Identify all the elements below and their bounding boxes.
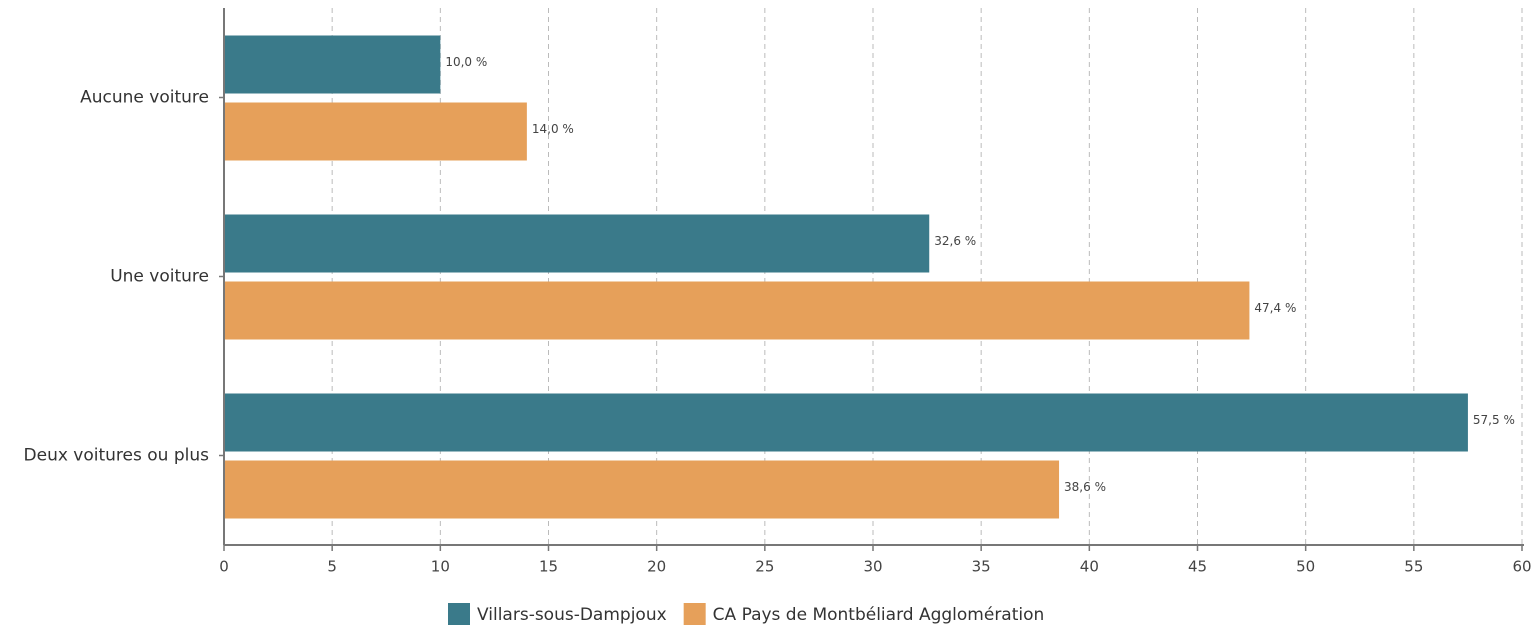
x-tick-label: 10 — [431, 558, 450, 576]
x-tick-label: 0 — [219, 558, 229, 576]
bar — [224, 35, 441, 94]
value-label: 47,4 % — [1254, 301, 1296, 315]
x-tick-label: 60 — [1512, 558, 1531, 576]
value-label: 14,0 % — [532, 122, 574, 136]
x-tick-label: 25 — [755, 558, 774, 576]
x-tick-label: 35 — [972, 558, 991, 576]
legend-swatch — [448, 603, 470, 625]
value-label: 32,6 % — [934, 234, 976, 248]
x-tick-label: 50 — [1296, 558, 1315, 576]
y-tick-label: Aucune voiture — [80, 88, 209, 108]
x-tick-label: 40 — [1080, 558, 1099, 576]
x-tick-label: 15 — [539, 558, 558, 576]
legend-label: CA Pays de Montbéliard Agglomération — [713, 605, 1045, 625]
value-label: 10,0 % — [445, 55, 487, 69]
bar — [224, 102, 527, 161]
bar — [224, 393, 1468, 452]
x-tick-label: 30 — [863, 558, 882, 576]
legend-label: Villars-sous-Dampjoux — [477, 605, 667, 625]
x-tick-label: 20 — [647, 558, 666, 576]
bar — [224, 214, 930, 273]
legend-swatch — [683, 603, 706, 625]
value-label: 57,5 % — [1473, 413, 1515, 427]
bar — [224, 460, 1060, 519]
value-label: 38,6 % — [1064, 480, 1106, 494]
y-tick-label: Une voiture — [110, 267, 209, 287]
y-tick-label: Deux voitures ou plus — [24, 446, 210, 466]
x-tick-label: 45 — [1188, 558, 1207, 576]
bar — [224, 281, 1250, 340]
x-tick-label: 55 — [1404, 558, 1423, 576]
x-tick-label: 5 — [327, 558, 337, 576]
